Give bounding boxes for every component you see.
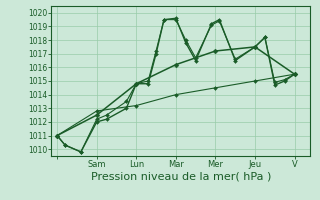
X-axis label: Pression niveau de la mer( hPa ): Pression niveau de la mer( hPa ) bbox=[91, 172, 271, 182]
